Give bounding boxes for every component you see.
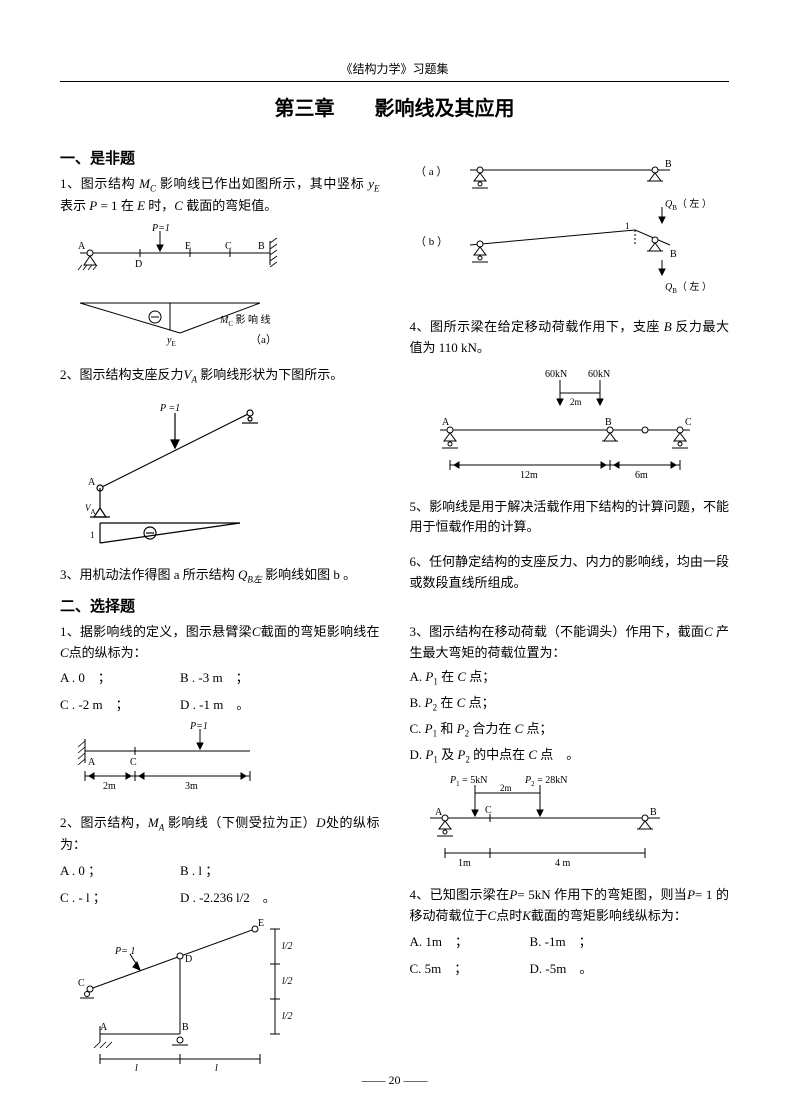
s2-q4-options: A. 1m ； B. -1m ； [410,931,730,950]
s2-q3-figure: P1 = 5kN P2 = 28kN 2m A C B 1m 4 m [410,773,730,873]
s1-q5-text: 5、影响线是用于解决活载作用下结构的计算问题，不能用于恒载作用的计算。 [410,497,730,539]
s1-q1-text: 1、图示结构 MC 影响线已作出如图所示，其中竖标 yE 表示 P = 1 在 … [60,174,380,217]
svg-text:E: E [258,918,264,929]
svg-text:l/2: l/2 [282,1011,293,1022]
s2-q3-opt-a: A. P1 在 C 点； [410,667,730,689]
s1-q1-figure: P=1 A D E C B yE MC 影 响 线 （a） [60,223,380,353]
right-column: （ a ） B QB（ 左 ） （ b ） [410,139,730,1086]
s2-q1-figure: P=1 A C 2m 3m [60,721,380,801]
s2-q4-options-2: C. 5m ； D. -5m 。 [410,958,730,977]
svg-text:4 m: 4 m [555,858,571,869]
s2-q2-options: A . 0 ； B . l ； [60,860,380,879]
svg-text:P=1: P=1 [189,721,208,732]
s2-q1-options: A . 0 ； B . -3 m ； [60,667,380,686]
svg-text:A: A [100,1022,108,1033]
svg-text:D: D [185,954,192,965]
svg-text:QB（ 左 ）: QB（ 左 ） [665,197,710,212]
svg-text:B: B [605,417,612,428]
svg-text:yE: yE [166,335,176,348]
svg-text:60kN: 60kN [588,369,610,380]
svg-text:A: A [435,807,443,818]
s2-q1-options-2: C . -2 m ； D . -1 m 。 [60,694,380,713]
header-rule [60,81,729,82]
svg-text:B: B [670,249,677,260]
s2-q2-options-2: C . - l ； D . -2.236 l/2 。 [60,887,380,906]
s2-q3-text: 3、图示结构在移动荷载（不能调头）作用下，截面C 产生最大弯矩的荷载位置为： [410,622,730,664]
svg-text:1m: 1m [458,858,471,869]
svg-text:2m: 2m [500,783,512,793]
svg-text:B: B [258,241,265,252]
s2-q3-opt-b: B. P2 在 C 点； [410,693,730,715]
s2-q3-opt-d: D. P1 及 P2 的中点在 C 点 。 [410,745,730,767]
svg-text:1: 1 [90,530,95,540]
svg-text:B: B [665,159,672,170]
svg-text:l/2: l/2 [282,976,293,987]
s2-q1-text: 1、据影响线的定义，图示悬臂梁C截面的弯矩影响线在C点的纵标为： [60,622,380,664]
section1-title: 一、是非题 [60,147,380,168]
s1-q4-text: 4、图所示梁在给定移动荷载作用下，支座 B 反力最大值为 110 kN。 [410,317,730,359]
svg-text:A: A [442,417,450,428]
svg-text:C: C [485,805,492,816]
s1-q3-text: 3、用机动法作得图 a 所示结构 QB左 影响线如图 b 。 [60,565,380,587]
svg-text:A: A [88,477,96,488]
label-p: P=1 [151,223,170,234]
s1-q2-text: 2、图示结构支座反力VA 影响线形状为下图所示。 [60,365,380,387]
svg-text:1: 1 [625,221,630,231]
page-number: —— 20 —— [0,1073,789,1088]
svg-text:60kN: 60kN [545,369,567,380]
svg-text:12m: 12m [520,470,538,481]
s1-q6-text: 6、任何静定结构的支座反力、内力的影响线，均由一段或数段直线所组成。 [410,552,730,594]
svg-text:（ a ）: （ a ） [415,165,447,178]
svg-text:P2 = 28kN: P2 = 28kN [524,775,567,788]
s2-q2-figure: P= 1 C D E A B l l l/2 l/2 l/2 [60,914,380,1074]
svg-text:3m: 3m [185,781,198,792]
svg-text:2m: 2m [103,781,116,792]
svg-text:B: B [182,1022,189,1033]
svg-text:C: C [130,757,137,768]
section2-title: 二、选择题 [60,595,380,616]
svg-text:B: B [650,807,657,818]
svg-text:C: C [685,417,692,428]
two-column-layout: 一、是非题 1、图示结构 MC 影响线已作出如图所示，其中竖标 yE 表示 P … [60,139,729,1086]
s1-q4-figure: 60kN 60kN 2m A B C 12m 6m [410,365,730,485]
svg-text:C: C [225,241,232,252]
svg-text:E: E [185,241,191,252]
book-title: 《结构力学》习题集 [60,60,729,77]
s1-q3-figure: （ a ） B QB（ 左 ） （ b ） [410,145,730,305]
s2-q2-text: 2、图示结构，MA 影响线（下侧受拉为正）D处的纵标为： [60,813,380,856]
svg-text:6m: 6m [635,470,648,481]
svg-text:（a）: （a） [250,333,277,346]
svg-text:C: C [78,978,85,989]
s2-q3-opt-c: C. P1 和 P2 合力在 C 点； [410,719,730,741]
svg-text:（ b ）: （ b ） [415,235,448,248]
svg-text:VA: VA [85,503,96,516]
svg-text:P= 1: P= 1 [114,946,135,957]
left-column: 一、是非题 1、图示结构 MC 影响线已作出如图所示，其中竖标 yE 表示 P … [60,139,380,1086]
svg-text:QB（ 左 ）: QB（ 左 ） [665,280,710,295]
svg-text:MC 影 响 线: MC 影 响 线 [219,313,271,328]
svg-text:P1 = 5kN: P1 = 5kN [449,775,487,788]
svg-text:D: D [135,259,142,270]
svg-text:A: A [78,241,86,252]
chapter-title: 第三章 影响线及其应用 [60,92,729,121]
svg-text:2m: 2m [570,397,582,407]
s1-q2-figure: P =1 A VA 1 [60,393,380,553]
svg-text:A: A [88,757,96,768]
svg-text:l/2: l/2 [282,941,293,952]
svg-text:P =1: P =1 [159,403,180,414]
s2-q4-text: 4、已知图示梁在P= 5kN 作用下的弯矩图，则当P= 1 的移动荷载位于C点时… [410,885,730,927]
